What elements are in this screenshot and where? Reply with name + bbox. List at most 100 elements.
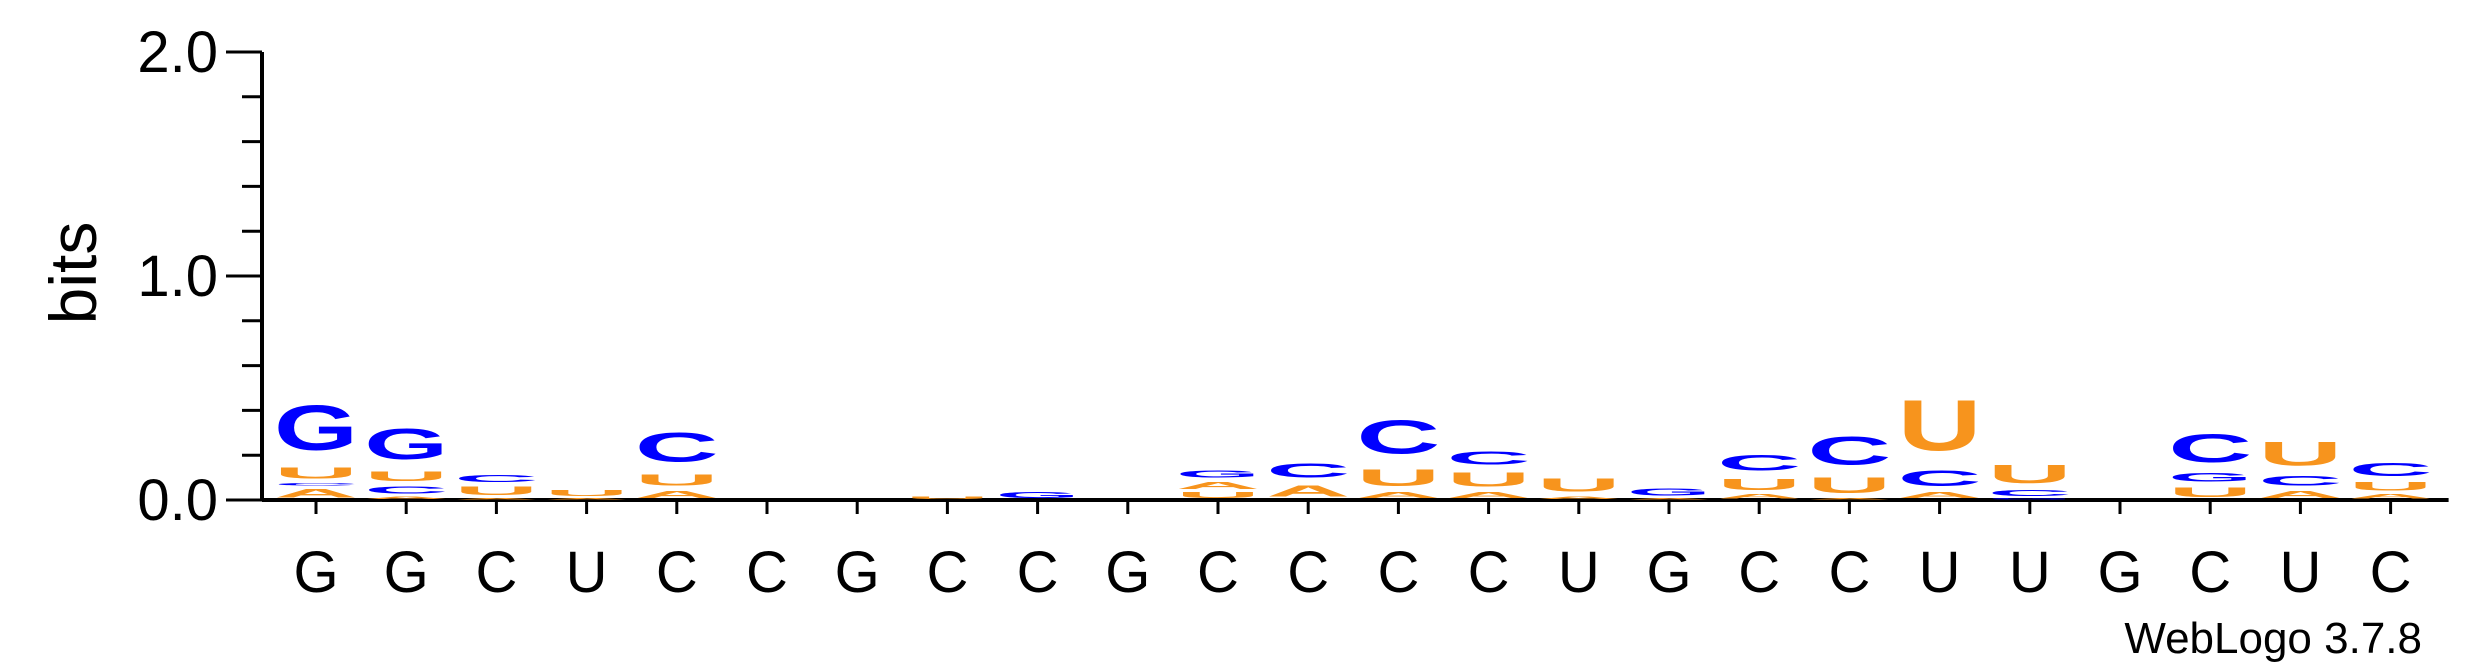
logo-letter-u: U [364, 469, 448, 485]
logo-stack: GCU [1988, 460, 2072, 500]
logo-letter-a: A [364, 496, 448, 500]
logo-letter-u: U [1717, 475, 1801, 493]
logo-letter-c: C [1356, 410, 1440, 464]
logo-letter-g: G [274, 392, 358, 463]
logo-stack: AU [1537, 475, 1621, 500]
logo-letter-g: G [1627, 487, 1711, 498]
logo-letter-a: A [1807, 498, 1891, 500]
logo-letter-g: G [1176, 469, 1260, 480]
logo-letter-u: U [635, 471, 719, 489]
x-tick-label: C [2370, 540, 2412, 605]
logo-letter-a: A [635, 489, 719, 500]
logo-letter-a: A [1717, 493, 1801, 500]
logo-letter-u: U [545, 489, 629, 498]
x-tick-label: C [1468, 540, 1510, 605]
logo-letter-c: C [1807, 428, 1891, 473]
logo-letter-c: C [2168, 426, 2252, 471]
logo-letter-a: A [1356, 491, 1440, 500]
logo-stack: ACU [2258, 435, 2342, 500]
x-tick-label: C [1828, 540, 1870, 605]
x-tick-label: U [2279, 540, 2321, 605]
logo-letter-a: A [1447, 491, 1531, 500]
logo-letter-c: C [1717, 451, 1801, 476]
logo-letter-a: A [274, 486, 358, 499]
logo-letter-c: C [1988, 489, 2072, 498]
logo-stack: UGC [2168, 426, 2252, 500]
logo-letter-g: G [2168, 471, 2252, 484]
logo-letter-c: C [1266, 459, 1350, 482]
logo-stack: AUC [1717, 451, 1801, 500]
logo-letter-u: U [1176, 491, 1260, 500]
x-tick-label: C [926, 540, 968, 605]
logo-stack: AUC [1356, 410, 1440, 500]
logo-letter-g: G [1988, 498, 2072, 500]
logo-letter-a: A [1537, 496, 1621, 500]
logo-letter-a: A [454, 498, 538, 500]
x-tick-label: C [1287, 540, 1329, 605]
x-tick-label: C [1017, 540, 1059, 605]
logo-stack: AUC [1807, 428, 1891, 500]
logo-stack: UAG [1176, 469, 1260, 500]
x-tick-label: C [475, 540, 517, 605]
x-tick-label: U [2009, 540, 2051, 605]
logo-letter-u: U [1807, 473, 1891, 498]
logo-stack: AC [1266, 459, 1350, 499]
logo-letter-a: A [1898, 491, 1982, 500]
logo-letter-u: U [1447, 468, 1531, 491]
y-tick-label: 1.0 [137, 244, 218, 309]
logo-letter-c: C [635, 424, 719, 471]
logo-letter-c: C [364, 484, 448, 495]
logo-letter-u: U [1898, 386, 1982, 466]
logo-letter-a: A [1176, 480, 1260, 491]
logo-letter-u: U [2168, 484, 2252, 500]
logo-stack: AUC [2349, 460, 2433, 500]
x-tick-label: C [1377, 540, 1419, 605]
logo-letter-g: G [996, 491, 1080, 500]
x-tick-label: C [656, 540, 698, 605]
logo-stack: AUC [1447, 448, 1531, 500]
logo-letter-u: U [905, 496, 989, 500]
x-tick-label: U [1558, 540, 1600, 605]
x-tick-label: C [1197, 540, 1239, 605]
logo-letter-g: G [364, 419, 448, 468]
y-axis-label: bits [36, 222, 110, 325]
logo-letter-a: A [2258, 489, 2342, 500]
logo-letter-u: U [2258, 435, 2342, 473]
x-tick-label: G [384, 540, 429, 605]
logo-stack: AUC [454, 473, 538, 500]
logo-letter-a: A [2349, 493, 2433, 500]
x-tick-label: G [1646, 540, 1691, 605]
logo-stack: AG [1627, 487, 1711, 500]
logo-letter-u: U [1537, 475, 1621, 495]
logo-letter-a: A [1266, 482, 1350, 500]
logo-letter-u: U [1356, 464, 1440, 491]
x-tick-label: U [1919, 540, 1961, 605]
x-tick-label: C [2189, 540, 2231, 605]
y-axis: 0.0 1.0 2.0 [137, 20, 264, 533]
y-tick-label: 2.0 [137, 20, 218, 85]
y-tick-label: 0.0 [137, 468, 218, 533]
logo-letter-c: C [1447, 448, 1531, 468]
logo-letter-c: C [454, 473, 538, 484]
logo-stack: AUC [635, 424, 719, 500]
logo-letter-u: U [2349, 480, 2433, 493]
x-tick-label: C [746, 540, 788, 605]
logo-letter-c: C [274, 482, 358, 486]
logo-letter-c: C [2258, 473, 2342, 489]
logo-stack: G [996, 491, 1080, 500]
x-tick-label: U [566, 540, 608, 605]
weblogo-version-label: WebLogo 3.7.8 [2124, 614, 2422, 663]
logo-letter-a: A [1627, 498, 1711, 500]
logo-letter-a: A [545, 498, 629, 500]
x-tick-label: G [293, 540, 338, 605]
logo-letter-u: U [454, 484, 538, 497]
logo-letter-c: C [2349, 460, 2433, 480]
x-tick-label: G [835, 540, 880, 605]
x-tick-label: G [2097, 540, 2142, 605]
logo-stack: ACU [1898, 386, 1982, 500]
